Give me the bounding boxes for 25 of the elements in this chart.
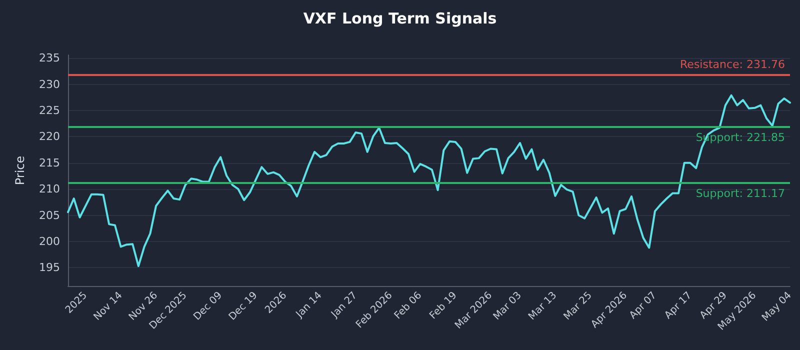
y-tick-label: 230	[39, 78, 60, 91]
ref-line-label: Support: 211.17	[696, 186, 785, 200]
x-tick-label: Jan 14	[294, 290, 324, 321]
y-tick-label: 215	[39, 156, 60, 170]
y-tick-label: 205	[39, 208, 60, 222]
ref-line-label: Resistance: 231.76	[680, 58, 785, 72]
x-tick-label: Mar 13	[526, 290, 560, 322]
y-tick-label: 225	[39, 104, 60, 118]
y-tick-label: 200	[39, 234, 60, 248]
y-tick-label: 235	[39, 52, 60, 65]
chart-title: VXF Long Term Signals	[303, 10, 497, 28]
x-tick-label: Apr 07	[628, 290, 659, 322]
line-series	[67, 94, 791, 268]
y-axis-title: Price	[13, 156, 27, 186]
x-tick-label: Apr 17	[662, 290, 694, 322]
x-tick-label: Feb 19	[428, 290, 460, 322]
y-tick-label: 210	[39, 182, 60, 196]
x-tick-label: Dec 09	[192, 290, 225, 323]
x-tick-label: Feb 06	[392, 290, 424, 322]
x-tick-label: Nov 14	[92, 290, 125, 323]
x-tick-label: Jan 27	[328, 290, 360, 321]
x-tick-label: Mar 03	[492, 290, 524, 322]
y-tick-label: 195	[39, 261, 60, 274]
x-tick-label: Dec 19	[227, 290, 260, 323]
y-tick-label: 220	[39, 130, 60, 144]
